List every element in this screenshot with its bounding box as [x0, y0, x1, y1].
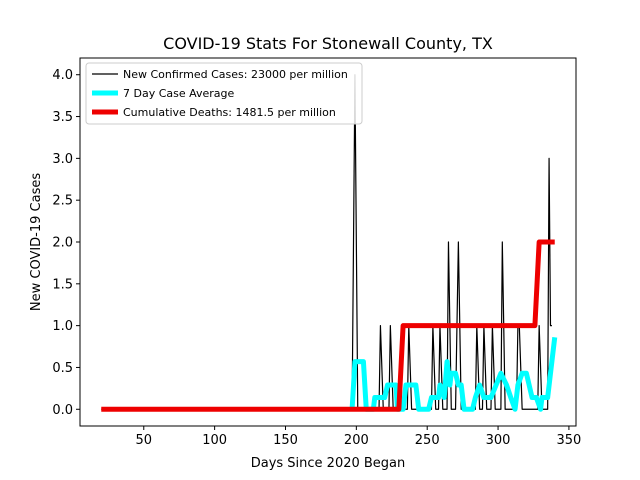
legend-label: New Confirmed Cases: 23000 per million	[123, 68, 348, 81]
chart-title: COVID-19 Stats For Stonewall County, TX	[163, 34, 493, 53]
y-axis: 0.0 0.5 1.0 1.5 2.0 2.5 3.0 3.5 4.0	[52, 68, 80, 418]
legend-entry-7-day-average: 7 Day Case Average	[92, 87, 235, 100]
x-tick-label: 250	[415, 433, 440, 448]
x-tick-label: 50	[135, 433, 152, 448]
y-tick-label: 3.5	[52, 110, 73, 125]
series-cumulative-deaths-line	[101, 239, 555, 412]
y-tick-label: 0.0	[52, 403, 73, 418]
x-tick-label: 100	[202, 433, 227, 448]
y-axis-title: New COVID-19 Cases	[29, 173, 44, 311]
legend-label: 7 Day Case Average	[123, 87, 235, 100]
legend: New Confirmed Cases: 23000 per million 7 …	[85, 62, 363, 125]
y-tick-label: 1.0	[52, 319, 73, 334]
x-axis: 50 100 150 200 250 300 350	[135, 426, 581, 448]
x-tick-label: 150	[273, 433, 298, 448]
legend-label: Cumulative Deaths: 1481.5 per million	[123, 106, 336, 119]
y-tick-label: 3.0	[52, 152, 73, 167]
plot-area	[101, 74, 558, 412]
legend-entry-new-cases: New Confirmed Cases: 23000 per million	[92, 68, 348, 81]
y-tick-label: 0.5	[52, 361, 73, 376]
y-tick-label: 1.5	[52, 277, 73, 292]
x-tick-label: 300	[486, 433, 511, 448]
y-tick-label: 2.5	[52, 194, 73, 209]
x-tick-label: 200	[344, 433, 369, 448]
x-tick-label: 350	[557, 433, 582, 448]
series-7-day-average-line	[349, 337, 558, 412]
y-tick-label: 4.0	[52, 68, 73, 83]
x-axis-title: Days Since 2020 Began	[251, 456, 406, 471]
legend-box	[85, 62, 363, 125]
y-tick-label: 2.0	[52, 236, 73, 251]
legend-entry-cumulative-deaths: Cumulative Deaths: 1481.5 per million	[92, 106, 336, 119]
